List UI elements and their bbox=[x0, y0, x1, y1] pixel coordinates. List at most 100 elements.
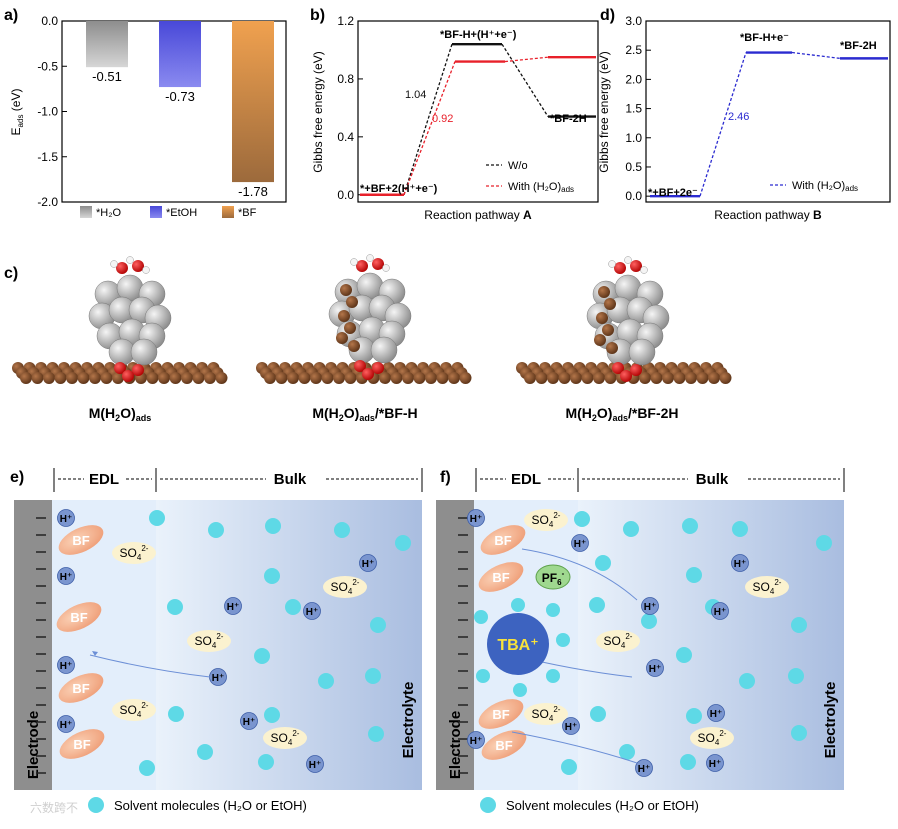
sulfate-ion bbox=[112, 699, 156, 721]
panel-e-electrode-label: Electrode bbox=[25, 711, 42, 779]
solvent-molecule bbox=[139, 760, 155, 776]
sulfate-ion-label: SO42- bbox=[331, 578, 360, 596]
sulfate-ion-label: SO42- bbox=[120, 701, 149, 719]
carbon-atom bbox=[275, 372, 288, 384]
carbon-atom bbox=[348, 340, 360, 352]
solvent-molecule bbox=[167, 599, 183, 615]
carbon-atom bbox=[581, 372, 594, 384]
carbon-atom bbox=[390, 372, 403, 384]
state-label: *BF-2H bbox=[840, 40, 877, 52]
carbon-atom bbox=[708, 372, 720, 384]
bf-molecule-label: BF bbox=[72, 533, 89, 548]
panel-c-structures bbox=[12, 254, 732, 384]
h-ion-label: H⁺ bbox=[649, 664, 662, 675]
carbon-atom bbox=[524, 372, 536, 384]
solvent-molecule bbox=[264, 568, 280, 584]
sulfate-ion-label: SO42- bbox=[195, 632, 224, 650]
migration-arrow bbox=[511, 731, 638, 764]
h-ion bbox=[240, 712, 258, 730]
ytick-label: 1.5 bbox=[625, 102, 642, 116]
h-ion bbox=[467, 731, 485, 749]
chart-d-frame bbox=[645, 20, 891, 203]
state-label: *BF-2H bbox=[550, 113, 587, 125]
h-ion bbox=[641, 597, 659, 615]
chart-a-ylabel: Eads (eV) bbox=[9, 89, 25, 136]
migration-arrow bbox=[89, 654, 211, 678]
carbon-atom bbox=[448, 372, 460, 384]
h-ion-label: H⁺ bbox=[709, 759, 722, 770]
bf-molecule bbox=[58, 525, 104, 555]
series-connector bbox=[699, 52, 747, 197]
solvent-molecule bbox=[589, 597, 605, 613]
chart-d-yticks: 0.0 0.5 1.0 1.5 2.0 2.5 3.0 bbox=[625, 14, 651, 203]
ytick-label: 0.0 bbox=[625, 189, 642, 203]
chart-b-ylabel: Gibbs free energy (eV) bbox=[311, 51, 325, 172]
carbon-atom bbox=[459, 372, 472, 384]
panel-e-bulk-label: Bulk bbox=[274, 471, 307, 488]
panel-f-region-ruler bbox=[475, 468, 845, 492]
carbon-atom bbox=[89, 372, 101, 384]
solvent-molecule bbox=[370, 617, 386, 633]
panel-e-electrolyte-label: Electrolyte bbox=[400, 682, 417, 759]
carbon-atom bbox=[204, 372, 216, 384]
h-ion bbox=[57, 509, 75, 527]
solvent-molecule bbox=[686, 567, 702, 583]
panel-letter-a: a) bbox=[4, 7, 18, 24]
carbon-atom bbox=[146, 372, 159, 384]
state-label: *BF-H+(H⁺+e⁻) bbox=[440, 29, 517, 41]
h-ion-label: H⁺ bbox=[734, 559, 747, 570]
solvent-molecule bbox=[334, 522, 350, 538]
carbon-atom bbox=[112, 372, 124, 384]
panel-letter-d: d) bbox=[600, 7, 615, 24]
solvent-molecule bbox=[546, 603, 560, 617]
sulfate-ion-label: SO42- bbox=[271, 729, 300, 747]
sulfate-ion-label: SO42- bbox=[698, 729, 727, 747]
bf-molecule-label: BF bbox=[72, 681, 89, 696]
chart-a-bar bbox=[159, 21, 201, 88]
panel-c-label-2: M(H2O)ads/*BF-H bbox=[312, 405, 417, 423]
chart-a-ytick-label: 0.0 bbox=[41, 14, 58, 28]
carbon-atom bbox=[570, 372, 582, 384]
carbon-atom bbox=[346, 296, 358, 308]
solvent-molecule bbox=[149, 510, 165, 526]
tba-ion-label: TBA⁺ bbox=[497, 637, 538, 654]
sulfate-ion-label: SO42- bbox=[604, 632, 633, 650]
sulfate-ion bbox=[263, 727, 307, 749]
oxygen-atom bbox=[114, 362, 126, 374]
panel-f-species: BF BF BF BF H⁺ H⁺ H⁺ H⁺ H⁺ H⁺ H⁺ H⁺ H⁺ H⁺ H⁺ SO42- SO42-… bbox=[458, 509, 832, 777]
panel-f-electrolyte-label: Electrolyte bbox=[822, 682, 839, 759]
solvent-molecule bbox=[258, 754, 274, 770]
panel-e-legend-swatch bbox=[88, 797, 104, 813]
bf-molecule bbox=[58, 673, 104, 703]
carbon-atom bbox=[77, 372, 90, 384]
h-ion bbox=[306, 755, 324, 773]
solvent-molecule bbox=[208, 522, 224, 538]
chart-a-legend: *H₂O *EtOH *BF bbox=[80, 206, 257, 219]
h-ion-label: H⁺ bbox=[470, 736, 483, 747]
oxygen-atom bbox=[354, 360, 366, 372]
hydrogen-atom bbox=[640, 266, 648, 274]
hydrogen-atom bbox=[110, 260, 118, 268]
h-ion bbox=[635, 759, 653, 777]
carbon-atom bbox=[31, 372, 44, 384]
solvent-molecule bbox=[590, 706, 606, 722]
h-ion-label: H⁺ bbox=[710, 709, 723, 720]
h-ion bbox=[359, 554, 377, 572]
pf6-ion-label: PF6- bbox=[542, 569, 565, 587]
h-ion bbox=[711, 602, 729, 620]
chart-a-bar bbox=[232, 21, 274, 183]
bf-molecule-label: BF bbox=[492, 570, 509, 585]
solvent-molecule bbox=[264, 707, 280, 723]
solvent-molecule bbox=[265, 518, 281, 534]
solvent-molecule bbox=[788, 668, 804, 684]
oxygen-atom bbox=[116, 262, 128, 274]
h-ion-label: H⁺ bbox=[60, 514, 73, 525]
chart-a-ytick-label: -0.5 bbox=[37, 59, 58, 73]
ytick-label: 0.8 bbox=[337, 72, 354, 86]
solvent-molecule bbox=[619, 744, 635, 760]
panel-e-electrode bbox=[14, 500, 52, 790]
oxygen-atom bbox=[362, 368, 374, 380]
series-connector bbox=[501, 43, 549, 117]
hydrogen-atom bbox=[142, 266, 150, 274]
carbon-atom bbox=[66, 372, 78, 384]
